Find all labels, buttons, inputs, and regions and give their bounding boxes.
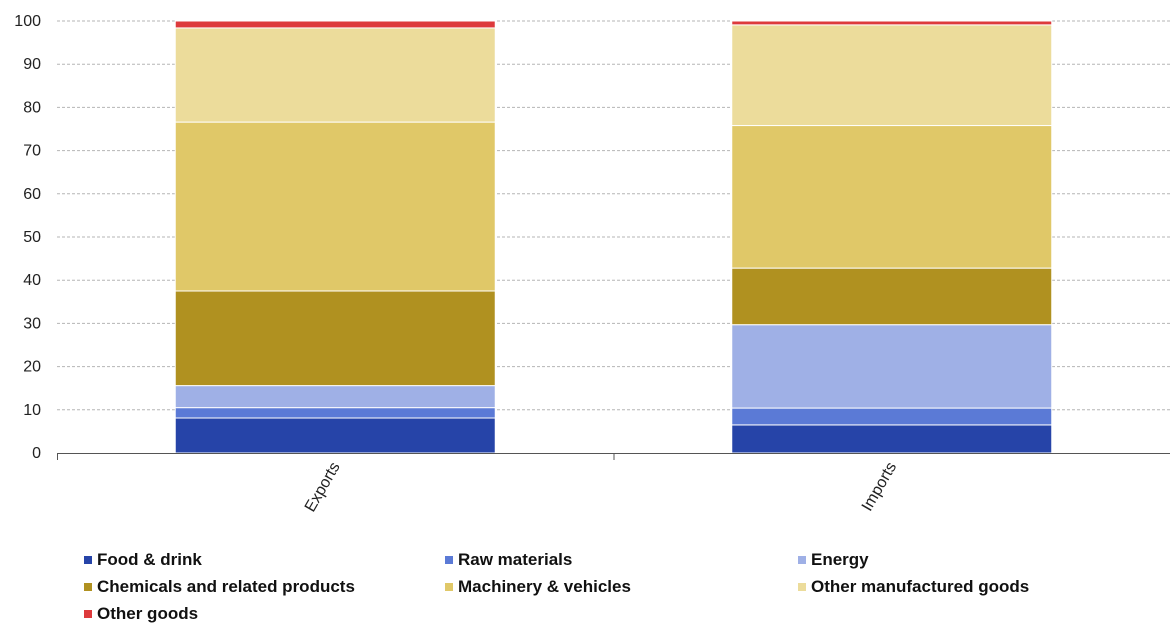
y-tick-label: 30 <box>23 315 41 332</box>
legend-label: Other goods <box>97 604 199 623</box>
bar-segment <box>174 20 496 29</box>
legend-item: Raw materials <box>445 550 572 570</box>
legend-swatch <box>798 556 806 564</box>
stacked-bar-chart: 0 10 20 30 40 50 60 70 80 90 100 Exports Imports <box>14 13 1170 515</box>
bar-segment <box>731 424 1053 454</box>
legend-item: Chemicals and related products <box>84 577 355 597</box>
bar-segment <box>731 125 1053 269</box>
bars <box>174 20 1053 454</box>
bar-segment <box>731 24 1053 127</box>
bar-segment <box>174 27 496 123</box>
legend-item: Machinery & vehicles <box>445 577 631 597</box>
legend-item: Other manufactured goods <box>798 577 1029 597</box>
bar-segment <box>174 290 496 387</box>
y-tick-label: 70 <box>23 143 41 160</box>
x-category-label: Exports <box>302 460 344 515</box>
legend-label: Energy <box>811 550 869 569</box>
bar-segment <box>174 121 496 292</box>
bar-segment <box>174 407 496 419</box>
y-tick-label: 20 <box>23 359 41 376</box>
bar-segment <box>731 407 1053 426</box>
y-tick-label: 0 <box>32 445 41 462</box>
legend-swatch <box>84 556 92 564</box>
y-tick-label: 80 <box>23 99 41 116</box>
bar-segment <box>731 267 1053 326</box>
legend-label: Other manufactured goods <box>811 577 1030 596</box>
x-category-label: Imports <box>859 460 900 515</box>
y-tick-label: 100 <box>14 13 41 30</box>
bar-segment <box>731 324 1053 409</box>
legend-swatch <box>445 556 453 564</box>
y-tick-label: 40 <box>23 272 41 289</box>
bar-segment <box>174 417 496 454</box>
y-tick-label: 10 <box>23 402 41 419</box>
legend-label: Chemicals and related products <box>97 577 355 596</box>
legend-swatch <box>798 583 806 591</box>
legend-label: Machinery & vehicles <box>458 577 631 596</box>
bar-segment <box>174 385 496 409</box>
y-tick-label: 90 <box>23 56 41 73</box>
axes <box>57 453 1170 460</box>
y-tick-label: 60 <box>23 186 41 203</box>
legend-swatch <box>445 583 453 591</box>
legend-item: Food & drink <box>84 550 202 570</box>
legend-swatch <box>84 583 92 591</box>
legend-item: Energy <box>798 550 869 570</box>
x-tick-labels: Exports Imports <box>302 460 900 515</box>
legend-item: Other goods <box>84 604 198 624</box>
legend-label: Raw materials <box>458 550 573 569</box>
bar-segment <box>731 20 1053 26</box>
legend-label: Food & drink <box>97 550 202 569</box>
y-tick-labels: 0 10 20 30 40 50 60 70 80 90 100 <box>14 13 41 462</box>
y-tick-label: 50 <box>23 229 41 246</box>
legend-swatch <box>84 610 92 618</box>
